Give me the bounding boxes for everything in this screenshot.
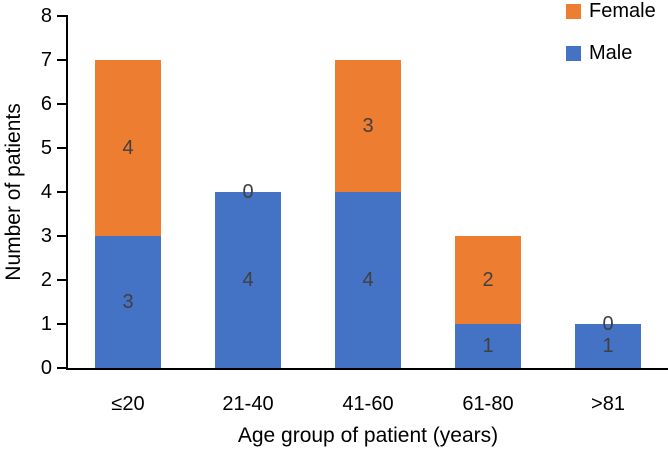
bar-segment-male <box>455 324 521 368</box>
x-tick-label: >81 <box>591 393 625 415</box>
bar-value-label: 2 <box>482 269 494 291</box>
y-tick-mark <box>57 147 66 149</box>
bar-segment-male <box>575 324 641 368</box>
y-axis-line <box>66 15 68 370</box>
bar-value-label: 4 <box>242 269 254 291</box>
x-axis-line <box>66 368 668 370</box>
bar-segment-female <box>455 236 521 324</box>
y-tick-mark <box>57 59 66 61</box>
bar-value-label: 3 <box>122 291 134 313</box>
bar-value-label: 0 <box>242 181 254 203</box>
legend-swatch-female <box>566 3 581 19</box>
y-tick-mark <box>57 367 66 369</box>
bar-segment-male <box>335 192 401 368</box>
legend-swatch-male <box>566 45 581 61</box>
x-tick-label: 61-80 <box>462 393 514 415</box>
y-tick-label: 1 <box>40 313 52 335</box>
y-tick-label: 6 <box>40 93 52 115</box>
y-tick-label: 8 <box>40 5 52 27</box>
y-tick-label: 0 <box>40 357 52 379</box>
y-tick-label: 5 <box>40 137 52 159</box>
y-tick-mark <box>57 323 66 325</box>
y-tick-mark <box>57 15 66 17</box>
legend: Female Male <box>566 0 656 86</box>
legend-label: Female <box>589 0 656 22</box>
y-tick-label: 2 <box>40 269 52 291</box>
bar-segment-male <box>95 236 161 368</box>
bar-value-label: 4 <box>362 269 374 291</box>
x-tick-label: ≤20 <box>111 393 145 415</box>
bar-value-label: 1 <box>482 335 494 357</box>
y-tick-label: 7 <box>40 49 52 71</box>
bar-value-label: 0 <box>602 313 614 335</box>
x-tick-label: 41-60 <box>342 393 394 415</box>
y-tick-mark <box>57 191 66 193</box>
bar-value-label: 3 <box>362 115 374 137</box>
y-tick-label: 4 <box>40 181 52 203</box>
y-tick-mark <box>57 279 66 281</box>
legend-item-male: Male <box>566 41 656 64</box>
y-tick-mark <box>57 235 66 237</box>
y-tick-label: 3 <box>40 225 52 247</box>
x-axis-title: Age group of patient (years) <box>237 424 499 447</box>
y-tick-mark <box>57 103 66 105</box>
bar-segment-male <box>215 192 281 368</box>
bar-value-label: 4 <box>122 137 134 159</box>
x-tick-label: 21-40 <box>222 393 274 415</box>
legend-label: Male <box>589 41 633 64</box>
bar-segment-female <box>335 60 401 192</box>
bar-value-label: 1 <box>602 335 614 357</box>
bar-segment-female <box>95 60 161 236</box>
legend-item-female: Female <box>566 0 656 22</box>
